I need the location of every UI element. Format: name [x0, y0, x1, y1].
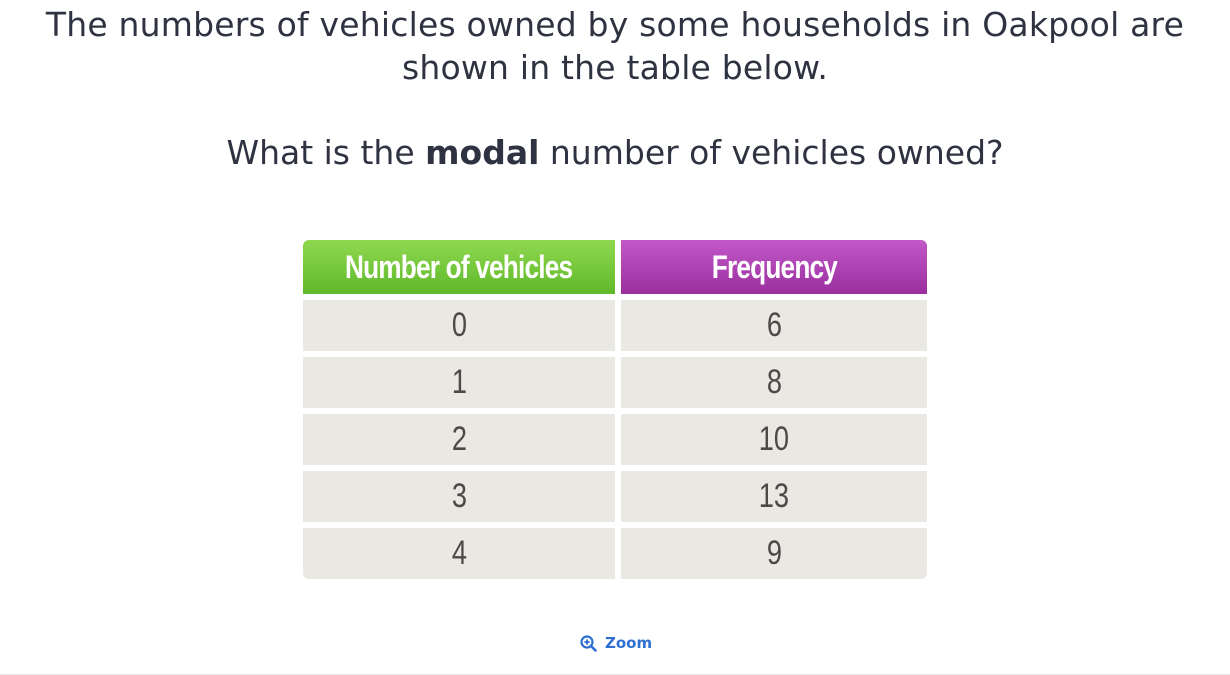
table-cell: 0: [303, 300, 615, 351]
cell-value: 1: [451, 363, 467, 401]
ask-bold: modal: [425, 133, 540, 172]
cell-value: 6: [766, 306, 782, 344]
question-ask: What is the modal number of vehicles own…: [0, 133, 1230, 173]
table-cell: 13: [621, 471, 927, 522]
frequency-table: Number of vehicles Frequency 0 6 1 8 2 1…: [303, 240, 927, 585]
table-row: 2 10: [303, 414, 927, 465]
zoom-in-icon: [580, 634, 597, 652]
question-intro: The numbers of vehicles owned by some ho…: [45, 5, 1185, 87]
header-label: Number of vehicles: [345, 248, 573, 285]
cell-value: 0: [451, 306, 467, 344]
table-row: 3 13: [303, 471, 927, 522]
table-cell: 4: [303, 528, 615, 579]
table-cell: 10: [621, 414, 927, 465]
zoom-label: Zoom: [605, 634, 653, 652]
table-cell: 6: [621, 300, 927, 351]
cell-value: 2: [451, 420, 467, 458]
table-row: 0 6: [303, 300, 927, 351]
ask-before: What is the: [226, 133, 426, 172]
cell-value: 13: [758, 477, 790, 515]
cell-value: 3: [451, 477, 467, 515]
zoom-button[interactable]: Zoom: [580, 634, 652, 652]
question-text: The numbers of vehicles owned by some ho…: [0, 0, 1230, 173]
cell-value: 4: [451, 534, 467, 572]
cell-value: 8: [766, 363, 782, 401]
ask-after: number of vehicles owned?: [539, 133, 1004, 172]
header-frequency: Frequency: [621, 240, 927, 294]
table-cell: 2: [303, 414, 615, 465]
cell-value: 9: [766, 534, 782, 572]
header-label: Frequency: [711, 248, 837, 285]
table-cell: 8: [621, 357, 927, 408]
table-cell: 3: [303, 471, 615, 522]
table-cell: 9: [621, 528, 927, 579]
table-cell: 1: [303, 357, 615, 408]
header-number-of-vehicles: Number of vehicles: [303, 240, 615, 294]
cell-value: 10: [758, 420, 790, 458]
table-row: 4 9: [303, 528, 927, 579]
table-row: 1 8: [303, 357, 927, 408]
table-header-row: Number of vehicles Frequency: [303, 240, 927, 294]
